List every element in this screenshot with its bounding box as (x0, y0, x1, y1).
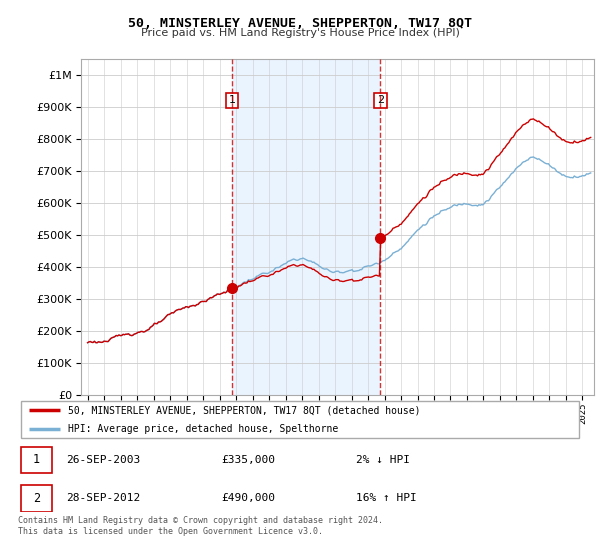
FancyBboxPatch shape (21, 447, 52, 473)
Text: 28-SEP-2012: 28-SEP-2012 (66, 493, 140, 503)
Bar (232, 59, 380, 395)
Text: 50, MINSTERLEY AVENUE, SHEPPERTON, TW17 8QT: 50, MINSTERLEY AVENUE, SHEPPERTON, TW17 … (128, 17, 472, 30)
Text: Price paid vs. HM Land Registry's House Price Index (HPI): Price paid vs. HM Land Registry's House … (140, 28, 460, 38)
Text: £490,000: £490,000 (221, 493, 275, 503)
FancyBboxPatch shape (21, 401, 578, 438)
Text: 2% ↓ HPI: 2% ↓ HPI (356, 455, 410, 465)
Text: 16% ↑ HPI: 16% ↑ HPI (356, 493, 417, 503)
Text: 2: 2 (33, 492, 40, 505)
Text: 2: 2 (377, 95, 384, 105)
Text: 50, MINSTERLEY AVENUE, SHEPPERTON, TW17 8QT (detached house): 50, MINSTERLEY AVENUE, SHEPPERTON, TW17 … (68, 405, 420, 415)
Text: HPI: Average price, detached house, Spelthorne: HPI: Average price, detached house, Spel… (68, 424, 338, 433)
Text: 1: 1 (33, 454, 40, 466)
Text: 1: 1 (229, 95, 235, 105)
Text: Contains HM Land Registry data © Crown copyright and database right 2024.
This d: Contains HM Land Registry data © Crown c… (18, 516, 383, 536)
Text: 26-SEP-2003: 26-SEP-2003 (66, 455, 140, 465)
FancyBboxPatch shape (21, 485, 52, 512)
Text: £335,000: £335,000 (221, 455, 275, 465)
